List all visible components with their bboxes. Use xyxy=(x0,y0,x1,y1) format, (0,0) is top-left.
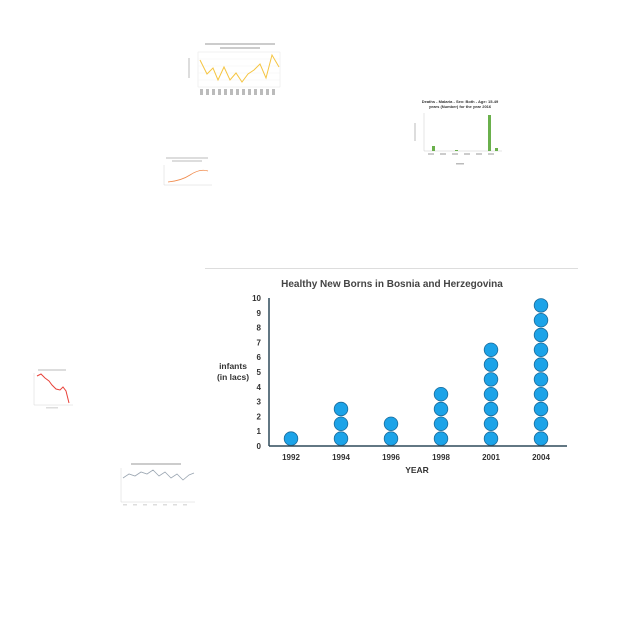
infant-marker xyxy=(483,386,499,402)
healthy-newborns-svg: Healthy New Borns in Bosnia and Herzegov… xyxy=(217,279,567,475)
healthy-newborns-chart: Healthy New Borns in Bosnia and Herzegov… xyxy=(205,262,580,487)
infant-marker xyxy=(533,327,549,343)
yellow-chart-title-blur xyxy=(205,43,275,45)
infant-marker xyxy=(483,431,499,446)
malaria-bar-chart: Deaths - Malaria - Sex: Both - Age: 15-4… xyxy=(414,99,502,165)
y-tick-label: 4 xyxy=(257,383,262,392)
y-tick-label: 1 xyxy=(257,427,262,436)
y-tick-label: 8 xyxy=(257,324,262,333)
x-tick-label: 2004 xyxy=(532,453,550,462)
infant-marker xyxy=(533,401,549,417)
gray-line-chart-thumbnail xyxy=(113,460,198,510)
malaria-x-ticks-blur xyxy=(428,153,494,155)
y-axis-label-line1: infants xyxy=(219,361,247,371)
x-axis-label: YEAR xyxy=(405,465,429,475)
red-chart-title-blur xyxy=(38,369,66,371)
infant-marker xyxy=(483,416,499,432)
red-line-chart xyxy=(33,369,73,409)
infant-marker xyxy=(433,386,449,402)
infant-marker xyxy=(533,357,549,372)
y-tick-label: 9 xyxy=(257,309,262,318)
x-tick-label: 2001 xyxy=(482,453,500,462)
infant-marker xyxy=(483,372,499,387)
malaria-bar xyxy=(455,150,458,151)
malaria-bar-chart-thumbnail: Deaths - Malaria - Sex: Both - Age: 15-4… xyxy=(410,95,510,170)
y-tick-labels: 0 1 2 3 4 5 6 7 8 9 10 xyxy=(252,294,261,451)
orange-chart-title-blur xyxy=(166,157,208,159)
infant-marker xyxy=(483,342,499,358)
infant-marker xyxy=(533,416,549,432)
infant-marker xyxy=(533,372,549,387)
malaria-bars xyxy=(432,115,498,151)
y-tick-label: 3 xyxy=(257,398,262,407)
x-tick-label: 1994 xyxy=(332,453,350,462)
separator-line xyxy=(205,268,578,269)
yellow-series-line xyxy=(199,53,280,83)
infant-marker xyxy=(433,431,449,446)
infant-marker xyxy=(533,298,549,313)
infant-marker xyxy=(383,416,399,432)
infant-marker xyxy=(533,312,549,328)
x-tick-labels: 1992 1994 1996 1998 2001 2004 xyxy=(282,453,550,462)
gray-chart-x-ticks-blur xyxy=(123,504,187,506)
yellow-chart-ylabel-blur xyxy=(188,58,190,78)
orange-line-chart xyxy=(163,157,212,186)
gray-chart-title-blur xyxy=(131,463,181,465)
pictograph-markers xyxy=(283,298,549,446)
orange-series-line xyxy=(167,169,209,183)
orange-line-chart-thumbnail xyxy=(158,155,216,190)
infant-marker xyxy=(383,431,399,446)
infant-marker xyxy=(333,401,349,417)
malaria-ylabel-blur xyxy=(414,123,416,141)
infant-marker xyxy=(533,431,549,446)
infant-marker xyxy=(483,357,499,372)
malaria-bar xyxy=(495,148,498,151)
red-series-line xyxy=(36,373,70,404)
malaria-bar xyxy=(432,146,435,151)
y-tick-label: 0 xyxy=(257,442,262,451)
infant-marker xyxy=(283,431,299,446)
infant-marker xyxy=(333,416,349,432)
yellow-chart-x-ticks xyxy=(200,89,275,95)
infant-marker xyxy=(533,386,549,402)
malaria-chart-title-line2: years (Number) for the year 2016 xyxy=(429,104,492,109)
infant-marker xyxy=(433,401,449,417)
yellow-chart-plot-area xyxy=(197,51,281,88)
y-tick-label: 5 xyxy=(257,368,262,377)
malaria-chart-title-line1: Deaths - Malaria - Sex: Both - Age: 15-4… xyxy=(422,99,499,104)
malaria-bar xyxy=(488,115,491,151)
yellow-chart-gridlines xyxy=(198,58,280,81)
y-tick-label: 10 xyxy=(252,294,261,303)
infant-marker xyxy=(433,416,449,432)
x-tick-label: 1992 xyxy=(282,453,300,462)
x-tick-label: 1996 xyxy=(382,453,400,462)
gray-line-chart xyxy=(120,463,195,506)
yellow-chart-title-blur-2 xyxy=(220,47,260,49)
y-tick-label: 6 xyxy=(257,353,262,362)
yellow-line-chart-thumbnail xyxy=(180,40,285,105)
chart-title: Healthy New Borns in Bosnia and Herzegov… xyxy=(281,279,503,290)
gray-series-line xyxy=(122,469,195,481)
red-line-chart-thumbnail xyxy=(28,365,76,410)
yellow-line-chart xyxy=(188,43,281,95)
infant-marker xyxy=(533,342,549,358)
y-tick-label: 7 xyxy=(257,338,262,347)
infant-marker xyxy=(483,401,499,417)
orange-chart-title-blur-2 xyxy=(172,160,202,162)
y-axis-label-line2: (in lacs) xyxy=(217,372,249,382)
red-xlabel-blur xyxy=(46,407,58,409)
infant-marker xyxy=(333,431,349,446)
x-tick-label: 1998 xyxy=(432,453,450,462)
y-tick-label: 2 xyxy=(257,412,262,421)
malaria-xlabel-blur xyxy=(456,163,464,165)
